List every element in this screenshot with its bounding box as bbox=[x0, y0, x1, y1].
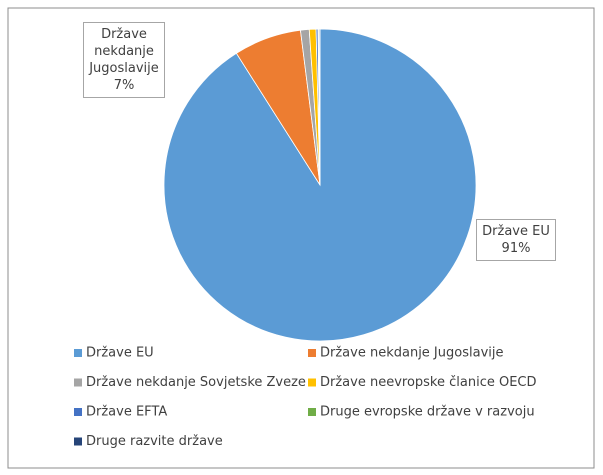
legend-label: Države EFTA bbox=[86, 405, 167, 420]
legend-swatch bbox=[74, 437, 82, 446]
legend-swatch bbox=[74, 378, 82, 387]
legend-label: Države EU bbox=[86, 346, 154, 361]
legend-label: Države nekdanje Sovjetske Zveze bbox=[86, 375, 306, 390]
data-label-value: 7% bbox=[113, 78, 135, 93]
legend-swatch bbox=[308, 378, 316, 387]
legend-swatch bbox=[308, 349, 316, 357]
legend-label: Druge razvite države bbox=[86, 434, 223, 449]
legend-label: Druge evropske države v razvoju bbox=[320, 405, 535, 420]
data-label-value: 91% bbox=[501, 241, 531, 256]
legend-label: Države neevropske članice OECD bbox=[320, 375, 537, 390]
legend-swatch bbox=[308, 408, 316, 416]
data-label-category: Države nekdanje Jugoslavije bbox=[89, 27, 159, 76]
pie-slice bbox=[318, 28, 321, 186]
legend-label: Države nekdanje Jugoslavije bbox=[320, 346, 503, 361]
legend-swatch bbox=[74, 349, 82, 357]
legend-swatch bbox=[74, 408, 82, 416]
data-label-box: Države EU 91% bbox=[476, 219, 556, 261]
data-label-box: Države nekdanje Jugoslavije 7% bbox=[83, 22, 165, 98]
data-label-category: Države EU bbox=[482, 224, 550, 239]
